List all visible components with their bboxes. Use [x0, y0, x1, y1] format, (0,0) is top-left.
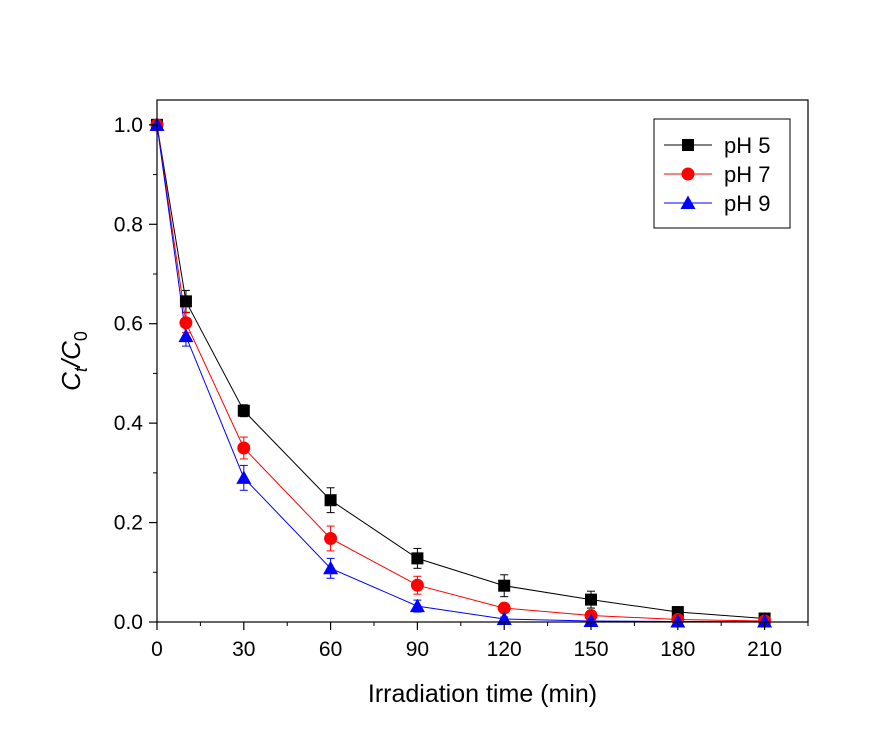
y-tick-label: 1.0	[114, 114, 143, 137]
x-tick-label: 0	[151, 638, 163, 661]
y-tick-label: 0.2	[114, 512, 143, 535]
svg-text:Ct/C0: Ct/C0	[56, 331, 91, 391]
x-tick-label: 90	[406, 638, 429, 661]
data-point-ph-9	[757, 614, 773, 628]
legend-marker-ph-7	[681, 167, 695, 181]
x-axis-ticks: 0 30 60 90 120 150 180 210	[151, 622, 809, 661]
data-point-ph-9	[670, 614, 686, 628]
y-axis-label: Ct/C0	[56, 331, 91, 391]
data-point-ph-7	[237, 441, 251, 455]
legend-label-ph-9: pH 9	[724, 191, 770, 216]
error-bars	[181, 289, 769, 623]
y-tick-label: 0.4	[114, 412, 144, 435]
data-point-ph-7	[324, 531, 338, 545]
legend-label-ph-7: pH 7	[724, 162, 770, 187]
legend: pH 5 pH 7 pH 9	[653, 118, 791, 229]
y-tick-label: 0.8	[114, 213, 143, 236]
y-tick-label: 0.0	[114, 611, 143, 634]
y-axis-ticks: 0.0 0.2 0.4 0.6 0.8 1.0	[114, 114, 157, 634]
x-tick-label: 30	[232, 638, 255, 661]
y-tick-label: 0.6	[114, 313, 143, 336]
data-point-ph-5	[179, 295, 192, 308]
plot-frame	[156, 99, 809, 623]
data-point-ph-9	[178, 328, 194, 343]
data-point-ph-5	[585, 593, 597, 606]
x-tick-label: 150	[573, 638, 608, 661]
data-point-ph-9	[236, 470, 252, 484]
series-markers	[149, 117, 773, 628]
x-tick-label: 180	[660, 638, 695, 661]
data-point-ph-9	[323, 560, 339, 575]
data-point-ph-5	[237, 404, 250, 417]
data-point-ph-9	[583, 613, 599, 628]
legend-marker-ph-9	[680, 195, 696, 209]
data-point-ph-5	[324, 494, 337, 507]
legend-label-ph-5: pH 5	[724, 133, 770, 158]
data-point-ph-7	[179, 316, 193, 330]
x-tick-label: 210	[747, 638, 782, 661]
x-tick-label: 120	[487, 638, 522, 661]
x-axis-label: Irradiation time (min)	[368, 680, 597, 708]
data-point-ph-9	[409, 598, 425, 613]
data-point-ph-5	[498, 579, 511, 592]
data-point-ph-5	[411, 552, 424, 565]
data-point-ph-7	[410, 578, 424, 592]
x-tick-label: 60	[319, 638, 342, 661]
data-point-ph-7	[497, 601, 511, 615]
legend-marker-ph-5	[682, 139, 694, 151]
